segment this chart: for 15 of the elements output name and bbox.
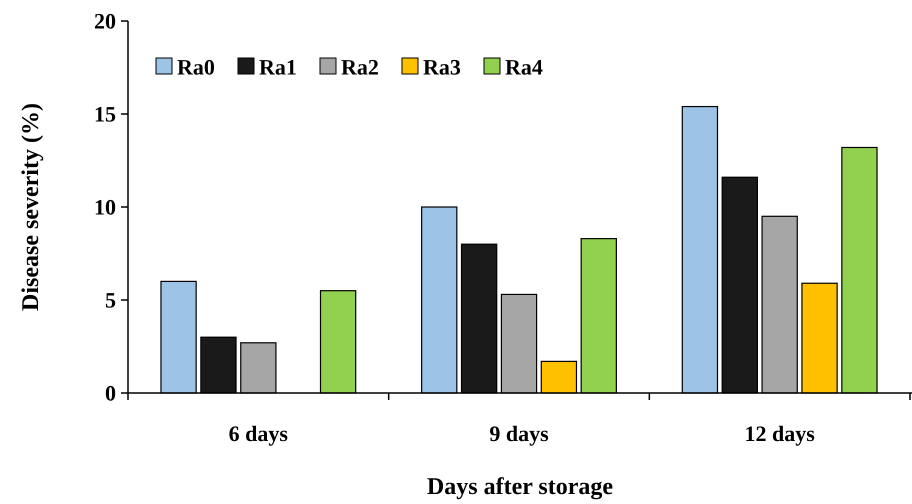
- legend-label: Ra4: [505, 54, 543, 80]
- x-axis-title: Days after storage: [426, 474, 614, 500]
- y-tick-label: 15: [94, 102, 116, 127]
- x-tick-label: 12 days: [744, 421, 816, 446]
- y-tick-label: 10: [94, 194, 116, 220]
- x-tick-label: 9 days: [489, 421, 550, 446]
- legend-label: Ra2: [341, 54, 379, 80]
- legend-label: Ra3: [423, 54, 461, 80]
- y-tick-label: 0: [105, 380, 116, 406]
- y-axis-title: Disease severity (%): [18, 103, 44, 311]
- y-tick-label: 5: [105, 288, 116, 313]
- legend-label: Ra1: [259, 54, 297, 80]
- y-tick-label: 20: [94, 8, 116, 34]
- x-tick-label: 6 days: [228, 421, 288, 446]
- legend-label: Ra0: [177, 54, 215, 80]
